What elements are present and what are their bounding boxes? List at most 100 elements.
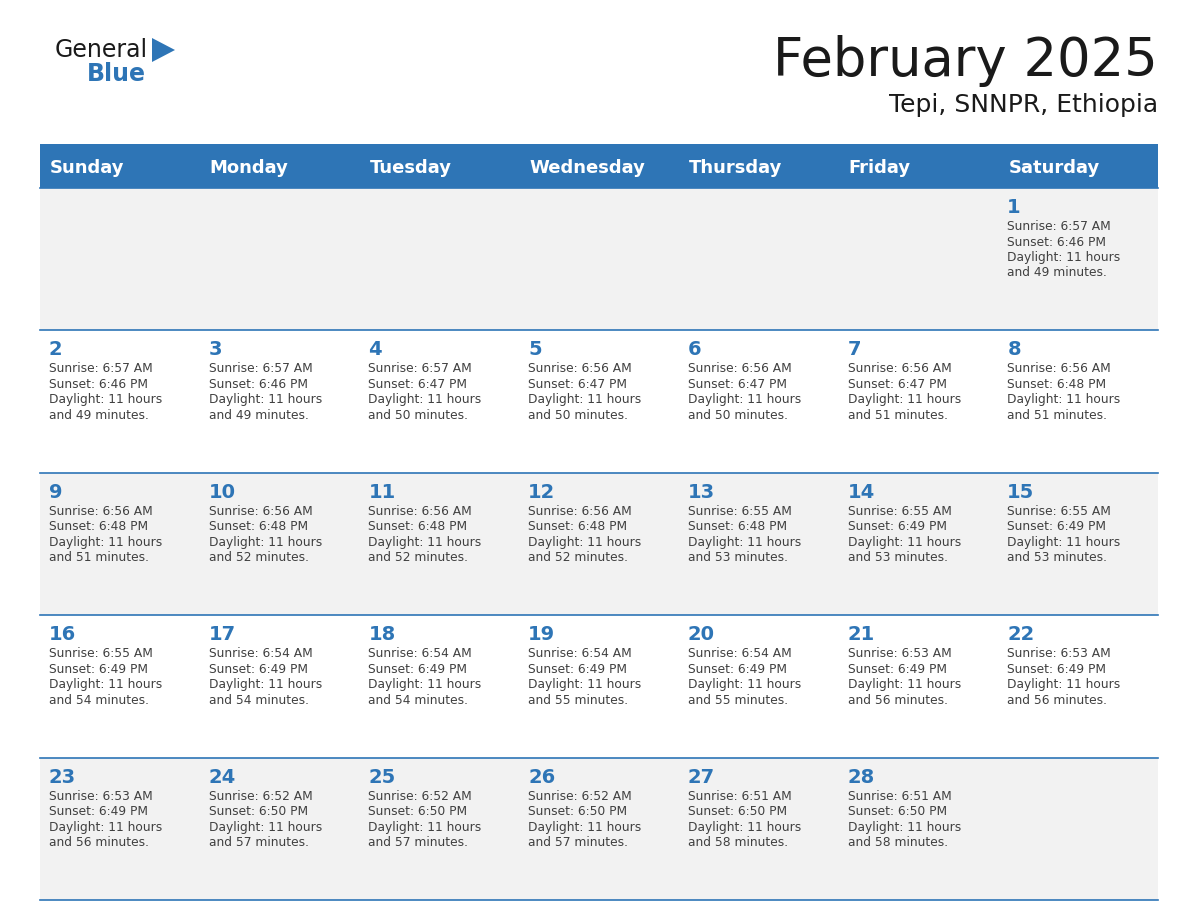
Text: 28: 28: [847, 767, 874, 787]
Bar: [40, 188, 1158, 330]
Text: Sunrise: 6:52 AM: Sunrise: 6:52 AM: [209, 789, 312, 802]
Text: Sunrise: 6:57 AM: Sunrise: 6:57 AM: [368, 363, 472, 375]
Text: 23: 23: [49, 767, 76, 787]
Text: Sunrise: 6:56 AM: Sunrise: 6:56 AM: [49, 505, 153, 518]
Text: 3: 3: [209, 341, 222, 360]
Text: 12: 12: [529, 483, 556, 502]
Text: and 50 minutes.: and 50 minutes.: [368, 409, 468, 422]
Bar: [40, 148, 1158, 188]
Text: and 57 minutes.: and 57 minutes.: [209, 836, 309, 849]
Text: Sunday: Sunday: [50, 159, 125, 177]
Text: and 53 minutes.: and 53 minutes.: [688, 552, 788, 565]
Text: Daylight: 11 hours: Daylight: 11 hours: [368, 821, 481, 834]
Text: and 58 minutes.: and 58 minutes.: [847, 836, 948, 849]
Polygon shape: [152, 38, 175, 62]
Text: Sunset: 6:46 PM: Sunset: 6:46 PM: [49, 378, 148, 391]
Text: and 51 minutes.: and 51 minutes.: [1007, 409, 1107, 422]
Text: Sunset: 6:49 PM: Sunset: 6:49 PM: [1007, 663, 1106, 676]
Text: Daylight: 11 hours: Daylight: 11 hours: [368, 678, 481, 691]
Text: Daylight: 11 hours: Daylight: 11 hours: [847, 536, 961, 549]
Text: Daylight: 11 hours: Daylight: 11 hours: [1007, 678, 1120, 691]
Text: Sunset: 6:47 PM: Sunset: 6:47 PM: [847, 378, 947, 391]
Text: General: General: [55, 38, 148, 62]
Text: Tepi, SNNPR, Ethiopia: Tepi, SNNPR, Ethiopia: [889, 93, 1158, 117]
Text: Sunset: 6:48 PM: Sunset: 6:48 PM: [49, 521, 148, 533]
Text: 16: 16: [49, 625, 76, 644]
Text: Daylight: 11 hours: Daylight: 11 hours: [49, 536, 163, 549]
Text: Sunset: 6:49 PM: Sunset: 6:49 PM: [49, 663, 148, 676]
Text: Daylight: 11 hours: Daylight: 11 hours: [49, 821, 163, 834]
Text: Saturday: Saturday: [1009, 159, 1100, 177]
Text: and 57 minutes.: and 57 minutes.: [368, 836, 468, 849]
Text: Daylight: 11 hours: Daylight: 11 hours: [368, 536, 481, 549]
Text: and 52 minutes.: and 52 minutes.: [368, 552, 468, 565]
Text: 14: 14: [847, 483, 874, 502]
Text: 18: 18: [368, 625, 396, 644]
Text: Sunrise: 6:56 AM: Sunrise: 6:56 AM: [529, 505, 632, 518]
Text: Sunset: 6:49 PM: Sunset: 6:49 PM: [209, 663, 308, 676]
Text: Daylight: 11 hours: Daylight: 11 hours: [529, 821, 642, 834]
Text: Daylight: 11 hours: Daylight: 11 hours: [688, 536, 801, 549]
Text: Daylight: 11 hours: Daylight: 11 hours: [209, 394, 322, 407]
Text: Daylight: 11 hours: Daylight: 11 hours: [529, 536, 642, 549]
Text: Tuesday: Tuesday: [369, 159, 451, 177]
Text: and 52 minutes.: and 52 minutes.: [209, 552, 309, 565]
Text: Sunset: 6:48 PM: Sunset: 6:48 PM: [529, 521, 627, 533]
Text: Sunrise: 6:55 AM: Sunrise: 6:55 AM: [688, 505, 791, 518]
Text: 4: 4: [368, 341, 383, 360]
Text: Sunrise: 6:55 AM: Sunrise: 6:55 AM: [49, 647, 153, 660]
Text: Sunrise: 6:55 AM: Sunrise: 6:55 AM: [1007, 505, 1111, 518]
Text: and 55 minutes.: and 55 minutes.: [529, 694, 628, 707]
Text: 6: 6: [688, 341, 701, 360]
Text: Sunset: 6:48 PM: Sunset: 6:48 PM: [688, 521, 786, 533]
Text: 5: 5: [529, 341, 542, 360]
Text: 8: 8: [1007, 341, 1020, 360]
Text: Sunset: 6:48 PM: Sunset: 6:48 PM: [209, 521, 308, 533]
Text: Daylight: 11 hours: Daylight: 11 hours: [529, 678, 642, 691]
Text: Sunset: 6:46 PM: Sunset: 6:46 PM: [1007, 236, 1106, 249]
Text: Sunrise: 6:55 AM: Sunrise: 6:55 AM: [847, 505, 952, 518]
Text: Daylight: 11 hours: Daylight: 11 hours: [209, 536, 322, 549]
Bar: [40, 757, 1158, 900]
Text: Daylight: 11 hours: Daylight: 11 hours: [688, 821, 801, 834]
Text: and 56 minutes.: and 56 minutes.: [1007, 694, 1107, 707]
Text: Daylight: 11 hours: Daylight: 11 hours: [368, 394, 481, 407]
Text: and 53 minutes.: and 53 minutes.: [1007, 552, 1107, 565]
Bar: [40, 330, 1158, 473]
Text: Sunrise: 6:56 AM: Sunrise: 6:56 AM: [1007, 363, 1111, 375]
Text: Sunset: 6:49 PM: Sunset: 6:49 PM: [847, 663, 947, 676]
Text: Sunrise: 6:54 AM: Sunrise: 6:54 AM: [368, 647, 472, 660]
Text: Daylight: 11 hours: Daylight: 11 hours: [209, 678, 322, 691]
Text: and 55 minutes.: and 55 minutes.: [688, 694, 788, 707]
Text: 9: 9: [49, 483, 63, 502]
Text: 17: 17: [209, 625, 236, 644]
Text: Sunrise: 6:52 AM: Sunrise: 6:52 AM: [529, 789, 632, 802]
Text: Sunset: 6:47 PM: Sunset: 6:47 PM: [529, 378, 627, 391]
Text: Sunrise: 6:54 AM: Sunrise: 6:54 AM: [688, 647, 791, 660]
Text: Wednesday: Wednesday: [529, 159, 645, 177]
Text: Daylight: 11 hours: Daylight: 11 hours: [688, 394, 801, 407]
Text: Sunset: 6:49 PM: Sunset: 6:49 PM: [529, 663, 627, 676]
Text: and 57 minutes.: and 57 minutes.: [529, 836, 628, 849]
Text: Daylight: 11 hours: Daylight: 11 hours: [1007, 536, 1120, 549]
Text: 10: 10: [209, 483, 235, 502]
Text: and 50 minutes.: and 50 minutes.: [688, 409, 788, 422]
Text: 11: 11: [368, 483, 396, 502]
Text: Daylight: 11 hours: Daylight: 11 hours: [1007, 394, 1120, 407]
Text: Daylight: 11 hours: Daylight: 11 hours: [209, 821, 322, 834]
Text: Sunrise: 6:54 AM: Sunrise: 6:54 AM: [209, 647, 312, 660]
Text: Sunset: 6:50 PM: Sunset: 6:50 PM: [368, 805, 468, 818]
Text: Sunrise: 6:56 AM: Sunrise: 6:56 AM: [368, 505, 472, 518]
Text: 21: 21: [847, 625, 874, 644]
Text: 7: 7: [847, 341, 861, 360]
Text: Friday: Friday: [848, 159, 911, 177]
Text: and 54 minutes.: and 54 minutes.: [368, 694, 468, 707]
Text: Sunrise: 6:56 AM: Sunrise: 6:56 AM: [688, 363, 791, 375]
Text: Sunrise: 6:53 AM: Sunrise: 6:53 AM: [1007, 647, 1111, 660]
Text: Thursday: Thursday: [689, 159, 782, 177]
Text: 25: 25: [368, 767, 396, 787]
Text: and 58 minutes.: and 58 minutes.: [688, 836, 788, 849]
Text: and 51 minutes.: and 51 minutes.: [49, 552, 148, 565]
Text: Blue: Blue: [87, 62, 146, 86]
Text: Daylight: 11 hours: Daylight: 11 hours: [847, 821, 961, 834]
